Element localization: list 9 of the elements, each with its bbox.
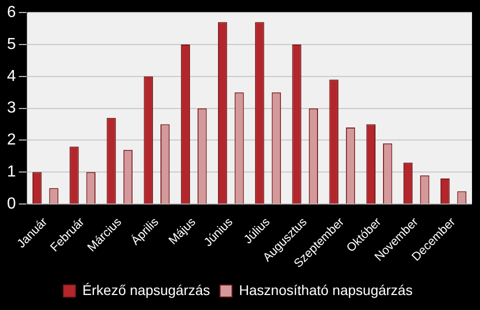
y-tick-label: 4 — [6, 68, 16, 85]
y-tick-label: 0 — [6, 195, 16, 212]
legend-label: Hasznosítható napsugárzás — [239, 282, 413, 298]
y-tick-label: 1 — [6, 164, 16, 181]
legend-label: Érkező napsugárzás — [82, 282, 210, 298]
y-tick-label: 3 — [6, 100, 16, 117]
y-tick-label: 6 — [6, 4, 16, 22]
y-tick-label: 2 — [6, 132, 16, 149]
y-tick-label: 5 — [6, 36, 16, 53]
